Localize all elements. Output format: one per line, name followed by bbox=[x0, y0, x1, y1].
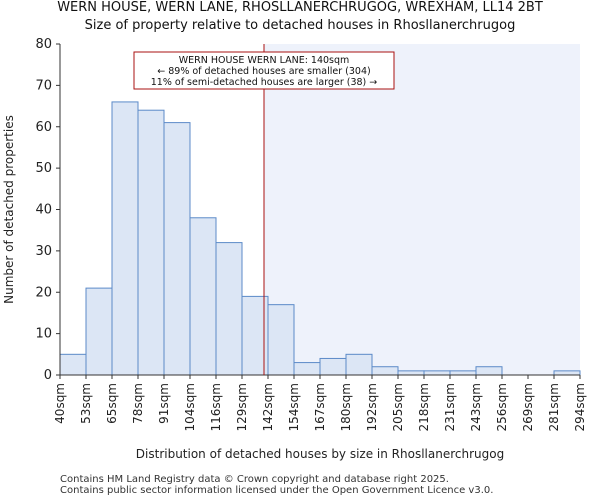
x-tick-label: 91sqm bbox=[157, 383, 171, 424]
x-tick-label: 269sqm bbox=[521, 383, 535, 431]
y-axis-title: Number of detached properties bbox=[2, 115, 16, 304]
x-tick-label: 231sqm bbox=[443, 383, 457, 431]
footer-copyright: Contains HM Land Registry data © Crown c… bbox=[60, 474, 449, 485]
x-tick-label: 78sqm bbox=[131, 383, 145, 424]
histogram-bar bbox=[190, 218, 216, 375]
y-tick-label: 30 bbox=[35, 244, 52, 259]
footer-licence: Contains public sector information licen… bbox=[60, 485, 493, 496]
x-tick-label: 205sqm bbox=[391, 383, 405, 431]
x-tick-label: 116sqm bbox=[209, 383, 223, 431]
histogram-bar bbox=[294, 363, 320, 375]
y-tick-label: 80 bbox=[35, 37, 52, 52]
histogram-bar bbox=[138, 110, 164, 375]
histogram-bar bbox=[476, 367, 502, 375]
histogram-bar bbox=[346, 354, 372, 375]
histogram-bar bbox=[216, 243, 242, 375]
x-tick-label: 154sqm bbox=[287, 383, 301, 431]
x-tick-label: 243sqm bbox=[469, 383, 483, 431]
y-tick-label: 60 bbox=[35, 120, 52, 135]
histogram-bar bbox=[112, 102, 138, 375]
histogram-bar bbox=[60, 354, 86, 375]
histogram-bar bbox=[554, 371, 580, 375]
y-tick-label: 0 bbox=[44, 368, 52, 383]
x-axis-title: Distribution of detached houses by size … bbox=[136, 447, 504, 461]
x-tick-label: 104sqm bbox=[183, 383, 197, 431]
histogram-bar bbox=[424, 371, 450, 375]
y-tick-label: 20 bbox=[35, 285, 52, 300]
histogram-bar bbox=[450, 371, 476, 375]
x-tick-label: 256sqm bbox=[495, 383, 509, 431]
x-tick-label: 294sqm bbox=[573, 383, 587, 431]
annotation-line-2: ← 89% of detached houses are smaller (30… bbox=[157, 66, 370, 77]
annotation-line-1: WERN HOUSE WERN LANE: 140sqm bbox=[179, 55, 350, 66]
y-tick-label: 50 bbox=[35, 161, 52, 176]
x-tick-label: 129sqm bbox=[235, 383, 249, 431]
histogram-bar bbox=[86, 288, 112, 375]
x-tick-label: 53sqm bbox=[79, 383, 93, 424]
x-tick-label: 192sqm bbox=[365, 383, 379, 431]
x-tick-label: 40sqm bbox=[53, 383, 67, 424]
annotation-line-3: 11% of semi-detached houses are larger (… bbox=[151, 77, 378, 88]
histogram-bar bbox=[268, 305, 294, 375]
bar-chart: 0 10 20 30 40 50 60 70 80 40sqm 53sqm 65sqm 78sqm 91s… bbox=[0, 0, 600, 470]
x-tick-label: 180sqm bbox=[339, 383, 353, 431]
y-tick-label: 10 bbox=[35, 327, 52, 342]
y-tick-label: 40 bbox=[35, 203, 52, 218]
x-tick-label: 142sqm bbox=[261, 383, 275, 431]
x-tick-label: 167sqm bbox=[313, 383, 327, 431]
x-tick-label: 65sqm bbox=[105, 383, 119, 424]
histogram-bar bbox=[164, 123, 190, 375]
y-tick-label: 70 bbox=[35, 78, 52, 93]
histogram-bar bbox=[398, 371, 424, 375]
histogram-bar bbox=[320, 358, 346, 375]
histogram-bar bbox=[372, 367, 398, 375]
larger-region-shade bbox=[264, 44, 580, 375]
x-tick-label: 281sqm bbox=[547, 383, 561, 431]
x-tick-label: 218sqm bbox=[417, 383, 431, 431]
